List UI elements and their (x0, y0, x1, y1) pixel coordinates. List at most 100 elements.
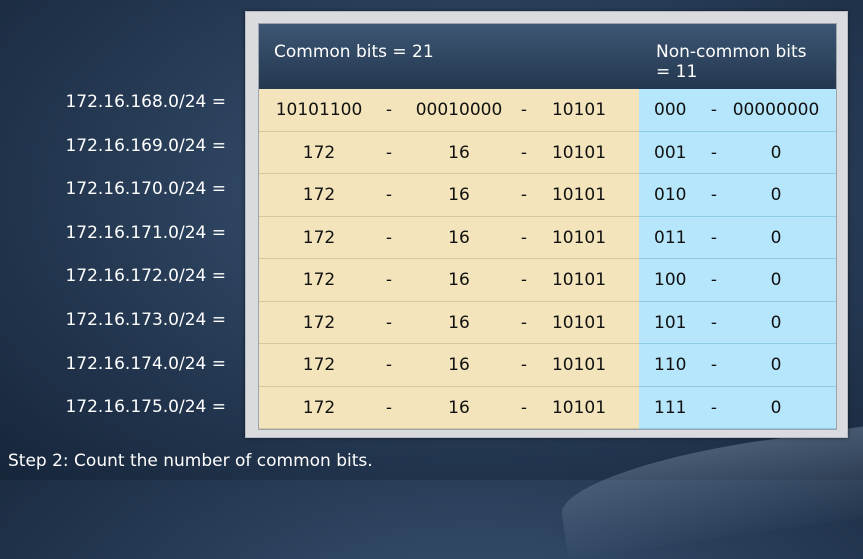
separator: - (520, 227, 528, 248)
common-bits-cell: 172 - 16 - 10101 (259, 386, 639, 429)
octet-1: 10101100 (275, 100, 363, 120)
common-bits-cell: 172 - 16 - 10101 (259, 344, 639, 387)
network-label: 172.16.173.0/24 = (65, 309, 226, 330)
noncommon-bits-cell: 001 - 0 (639, 131, 836, 174)
table-row: 172 - 16 - 10101 010 - 0 (259, 174, 836, 217)
octet-2: 00010000 (415, 100, 503, 120)
table-row: 172 - 16 - 10101 011 - 0 (259, 216, 836, 259)
octet-3-noncommon: 001 (654, 142, 687, 163)
octet-1: 172 (302, 185, 336, 205)
separator: - (710, 355, 718, 375)
octet-3-common: 10101 (551, 355, 607, 375)
common-bits-cell: 172 - 16 - 10101 (259, 131, 639, 174)
octet-2: 16 (448, 185, 470, 205)
separator: - (520, 312, 528, 333)
separator: - (710, 142, 718, 163)
octet-3-common: 10101 (551, 270, 607, 290)
network-label: 172.16.172.0/24 = (65, 266, 226, 287)
separator: - (520, 100, 528, 120)
separator: - (385, 312, 393, 333)
octet-4: 0 (770, 227, 782, 248)
separator: - (385, 270, 393, 290)
network-label: 172.16.175.0/24 = (65, 397, 226, 418)
separator: - (710, 397, 718, 418)
octet-3-common: 10101 (551, 100, 607, 120)
separator: - (520, 142, 528, 163)
common-bits-cell: 172 - 16 - 10101 (259, 301, 639, 344)
bits-table: Common bits = 21 Non-common bits = 11 10… (258, 23, 837, 430)
table-row: 172 - 16 - 10101 111 - 0 (259, 386, 836, 429)
separator: - (520, 270, 528, 290)
octet-3-noncommon: 000 (654, 100, 687, 120)
noncommon-bits-cell: 101 - 0 (639, 301, 836, 344)
noncommon-bits-cell: 010 - 0 (639, 174, 836, 217)
separator: - (385, 100, 393, 120)
octet-4: 0 (770, 312, 782, 333)
octet-3-common: 10101 (551, 312, 607, 333)
network-label: 172.16.169.0/24 = (65, 135, 226, 156)
noncommon-bits-cell: 110 - 0 (639, 344, 836, 387)
separator: - (710, 227, 718, 248)
common-bits-cell: 172 - 16 - 10101 (259, 174, 639, 217)
separator: - (520, 397, 528, 418)
separator: - (385, 355, 393, 375)
common-bits-heading: Common bits = 21 (274, 42, 434, 62)
octet-1: 172 (302, 270, 336, 290)
bits-table-frame: Common bits = 21 Non-common bits = 11 10… (245, 11, 848, 438)
octet-3-noncommon: 110 (654, 355, 687, 375)
network-label: 172.16.170.0/24 = (65, 179, 226, 200)
common-bits-cell: 10101100 - 00010000 - 10101 (259, 89, 639, 132)
separator: - (710, 100, 718, 120)
network-label-list: 172.16.168.0/24 = 172.16.169.0/24 = 172.… (0, 81, 232, 430)
octet-1: 172 (302, 227, 336, 248)
separator: - (520, 355, 528, 375)
separator: - (385, 185, 393, 205)
octet-3-common: 10101 (551, 227, 607, 248)
step-caption: Step 2: Count the number of common bits. (8, 451, 373, 471)
octet-3-noncommon: 101 (654, 312, 687, 333)
octet-3-noncommon: 111 (654, 397, 687, 418)
octet-3-noncommon: 011 (654, 227, 687, 248)
octet-1: 172 (302, 397, 336, 418)
octet-3-common: 10101 (551, 397, 607, 418)
octet-3-noncommon: 010 (654, 185, 687, 205)
octet-4: 0 (770, 355, 782, 375)
noncommon-bits-cell: 111 - 0 (639, 386, 836, 429)
octet-4: 00000000 (732, 100, 820, 120)
octet-4: 0 (770, 142, 782, 163)
separator: - (710, 312, 718, 333)
octet-2: 16 (448, 312, 470, 333)
separator: - (710, 270, 718, 290)
noncommon-bits-cell: 000 - 00000000 (639, 89, 836, 132)
table-row: 172 - 16 - 10101 001 - 0 (259, 131, 836, 174)
octet-4: 0 (770, 397, 782, 418)
octet-2: 16 (448, 270, 470, 290)
octet-3-noncommon: 100 (654, 270, 687, 290)
table-row: 172 - 16 - 10101 100 - 0 (259, 259, 836, 302)
common-bits-cell: 172 - 16 - 10101 (259, 216, 639, 259)
noncommon-bits-cell: 011 - 0 (639, 216, 836, 259)
common-bits-cell: 172 - 16 - 10101 (259, 259, 639, 302)
octet-3-common: 10101 (551, 185, 607, 205)
table-row: 172 - 16 - 10101 101 - 0 (259, 301, 836, 344)
octet-2: 16 (448, 355, 470, 375)
noncommon-bits-cell: 100 - 0 (639, 259, 836, 302)
octet-1: 172 (302, 355, 336, 375)
octet-1: 172 (302, 312, 336, 333)
octet-2: 16 (448, 397, 470, 418)
octet-3-common: 10101 (551, 142, 607, 163)
octet-4: 0 (770, 185, 782, 205)
separator: - (710, 185, 718, 205)
separator: - (385, 397, 393, 418)
table-row: 172 - 16 - 10101 110 - 0 (259, 344, 836, 387)
noncommon-bits-heading: Non-common bits = 11 (656, 42, 807, 82)
octet-2: 16 (448, 227, 470, 248)
separator: - (385, 142, 393, 163)
table-row: 10101100 - 00010000 - 10101 000 - 000000… (259, 89, 836, 132)
octet-1: 172 (302, 142, 336, 163)
octet-2: 16 (448, 142, 470, 163)
network-label: 172.16.171.0/24 = (65, 222, 226, 243)
table-header: Common bits = 21 Non-common bits = 11 (259, 24, 836, 89)
network-label: 172.16.168.0/24 = (65, 92, 226, 112)
network-label: 172.16.174.0/24 = (65, 353, 226, 374)
